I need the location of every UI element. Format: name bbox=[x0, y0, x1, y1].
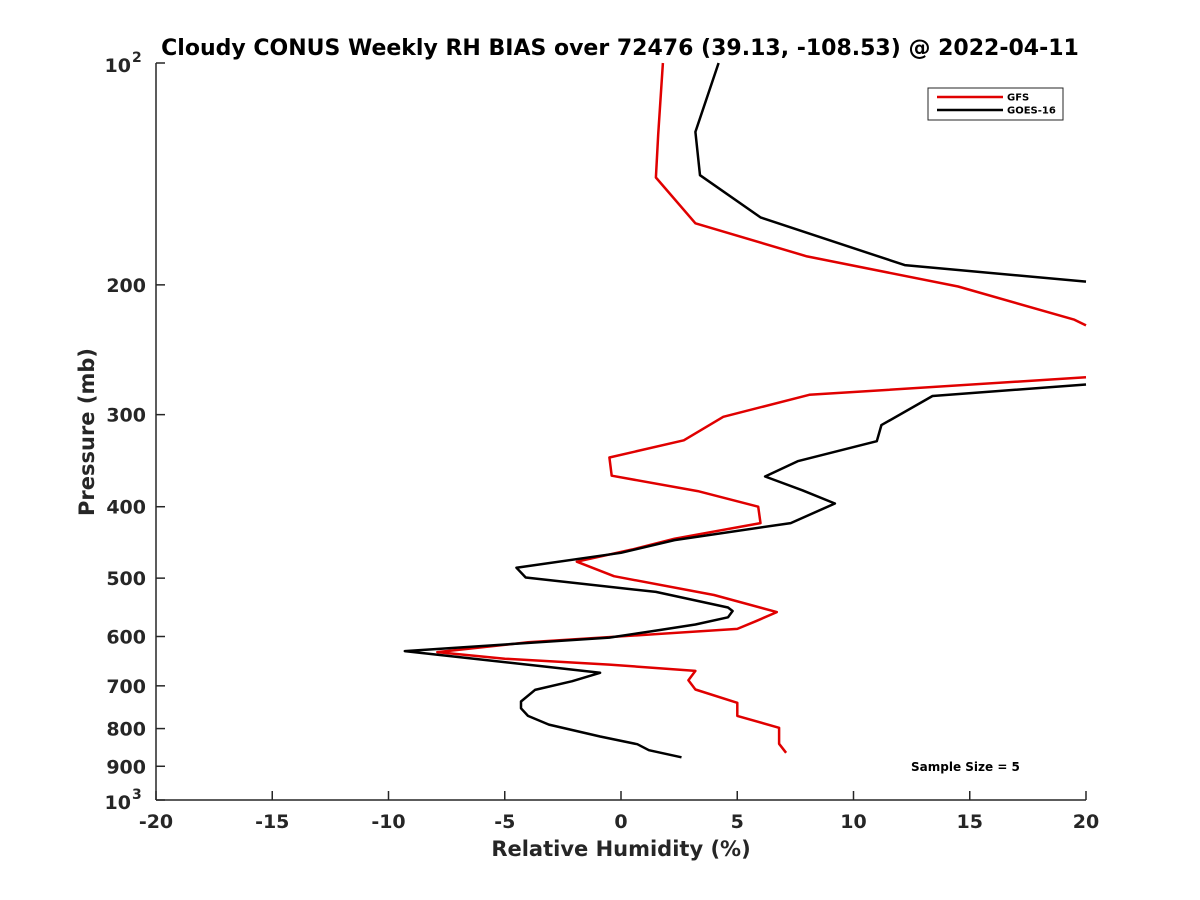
x-tick-label: 5 bbox=[731, 811, 744, 833]
legend-box bbox=[927, 87, 1064, 121]
y-axis-label: Pressure (mb) bbox=[75, 348, 99, 516]
x-tick-label: -5 bbox=[494, 811, 515, 833]
y-tick-label: 800 bbox=[106, 719, 146, 741]
x-tick-label: 15 bbox=[957, 811, 983, 833]
y-tick-label: 200 bbox=[106, 275, 146, 297]
x-tick-label: 10 bbox=[840, 811, 866, 833]
x-axis-ticks: -20 -15 -10 -5 0 5 10 15 20 bbox=[139, 791, 1099, 833]
x-tick-label: 20 bbox=[1073, 811, 1099, 833]
legend-label-gfs: GFS bbox=[1007, 93, 1029, 104]
legend-label-goes16: GOES-16 bbox=[1007, 106, 1056, 117]
x-tick-label: -10 bbox=[371, 811, 405, 833]
y-tick-label: 10 bbox=[105, 55, 131, 77]
series-line-goes16 bbox=[403, 62, 1087, 759]
legend: GFS GOES-16 bbox=[927, 87, 1064, 121]
y-tick-label: 600 bbox=[106, 626, 146, 648]
x-tick-label: 0 bbox=[614, 811, 627, 833]
y-tick-label: 10 bbox=[105, 792, 131, 814]
y-tick-exponent: 2 bbox=[132, 50, 142, 66]
series-line-gfs bbox=[436, 62, 1087, 754]
y-tick-label: 700 bbox=[106, 676, 146, 698]
series-layer bbox=[403, 62, 1087, 759]
y-tick-label: 400 bbox=[106, 497, 146, 519]
sample-size-annotation: Sample Size = 5 bbox=[911, 760, 1020, 774]
x-tick-label: -20 bbox=[139, 811, 173, 833]
y-tick-label: 900 bbox=[106, 756, 146, 778]
x-axis-label: Relative Humidity (%) bbox=[491, 837, 750, 861]
chart-title: Cloudy CONUS Weekly RH BIAS over 72476 (… bbox=[161, 36, 1079, 61]
y-tick-label: 500 bbox=[106, 568, 146, 590]
y-tick-exponent: 3 bbox=[132, 787, 142, 803]
plot-area: -20 -15 -10 -5 0 5 10 15 20 10 220030040050060070… bbox=[105, 50, 1100, 833]
x-tick-label: -15 bbox=[255, 811, 289, 833]
y-tick-label: 300 bbox=[106, 405, 146, 427]
